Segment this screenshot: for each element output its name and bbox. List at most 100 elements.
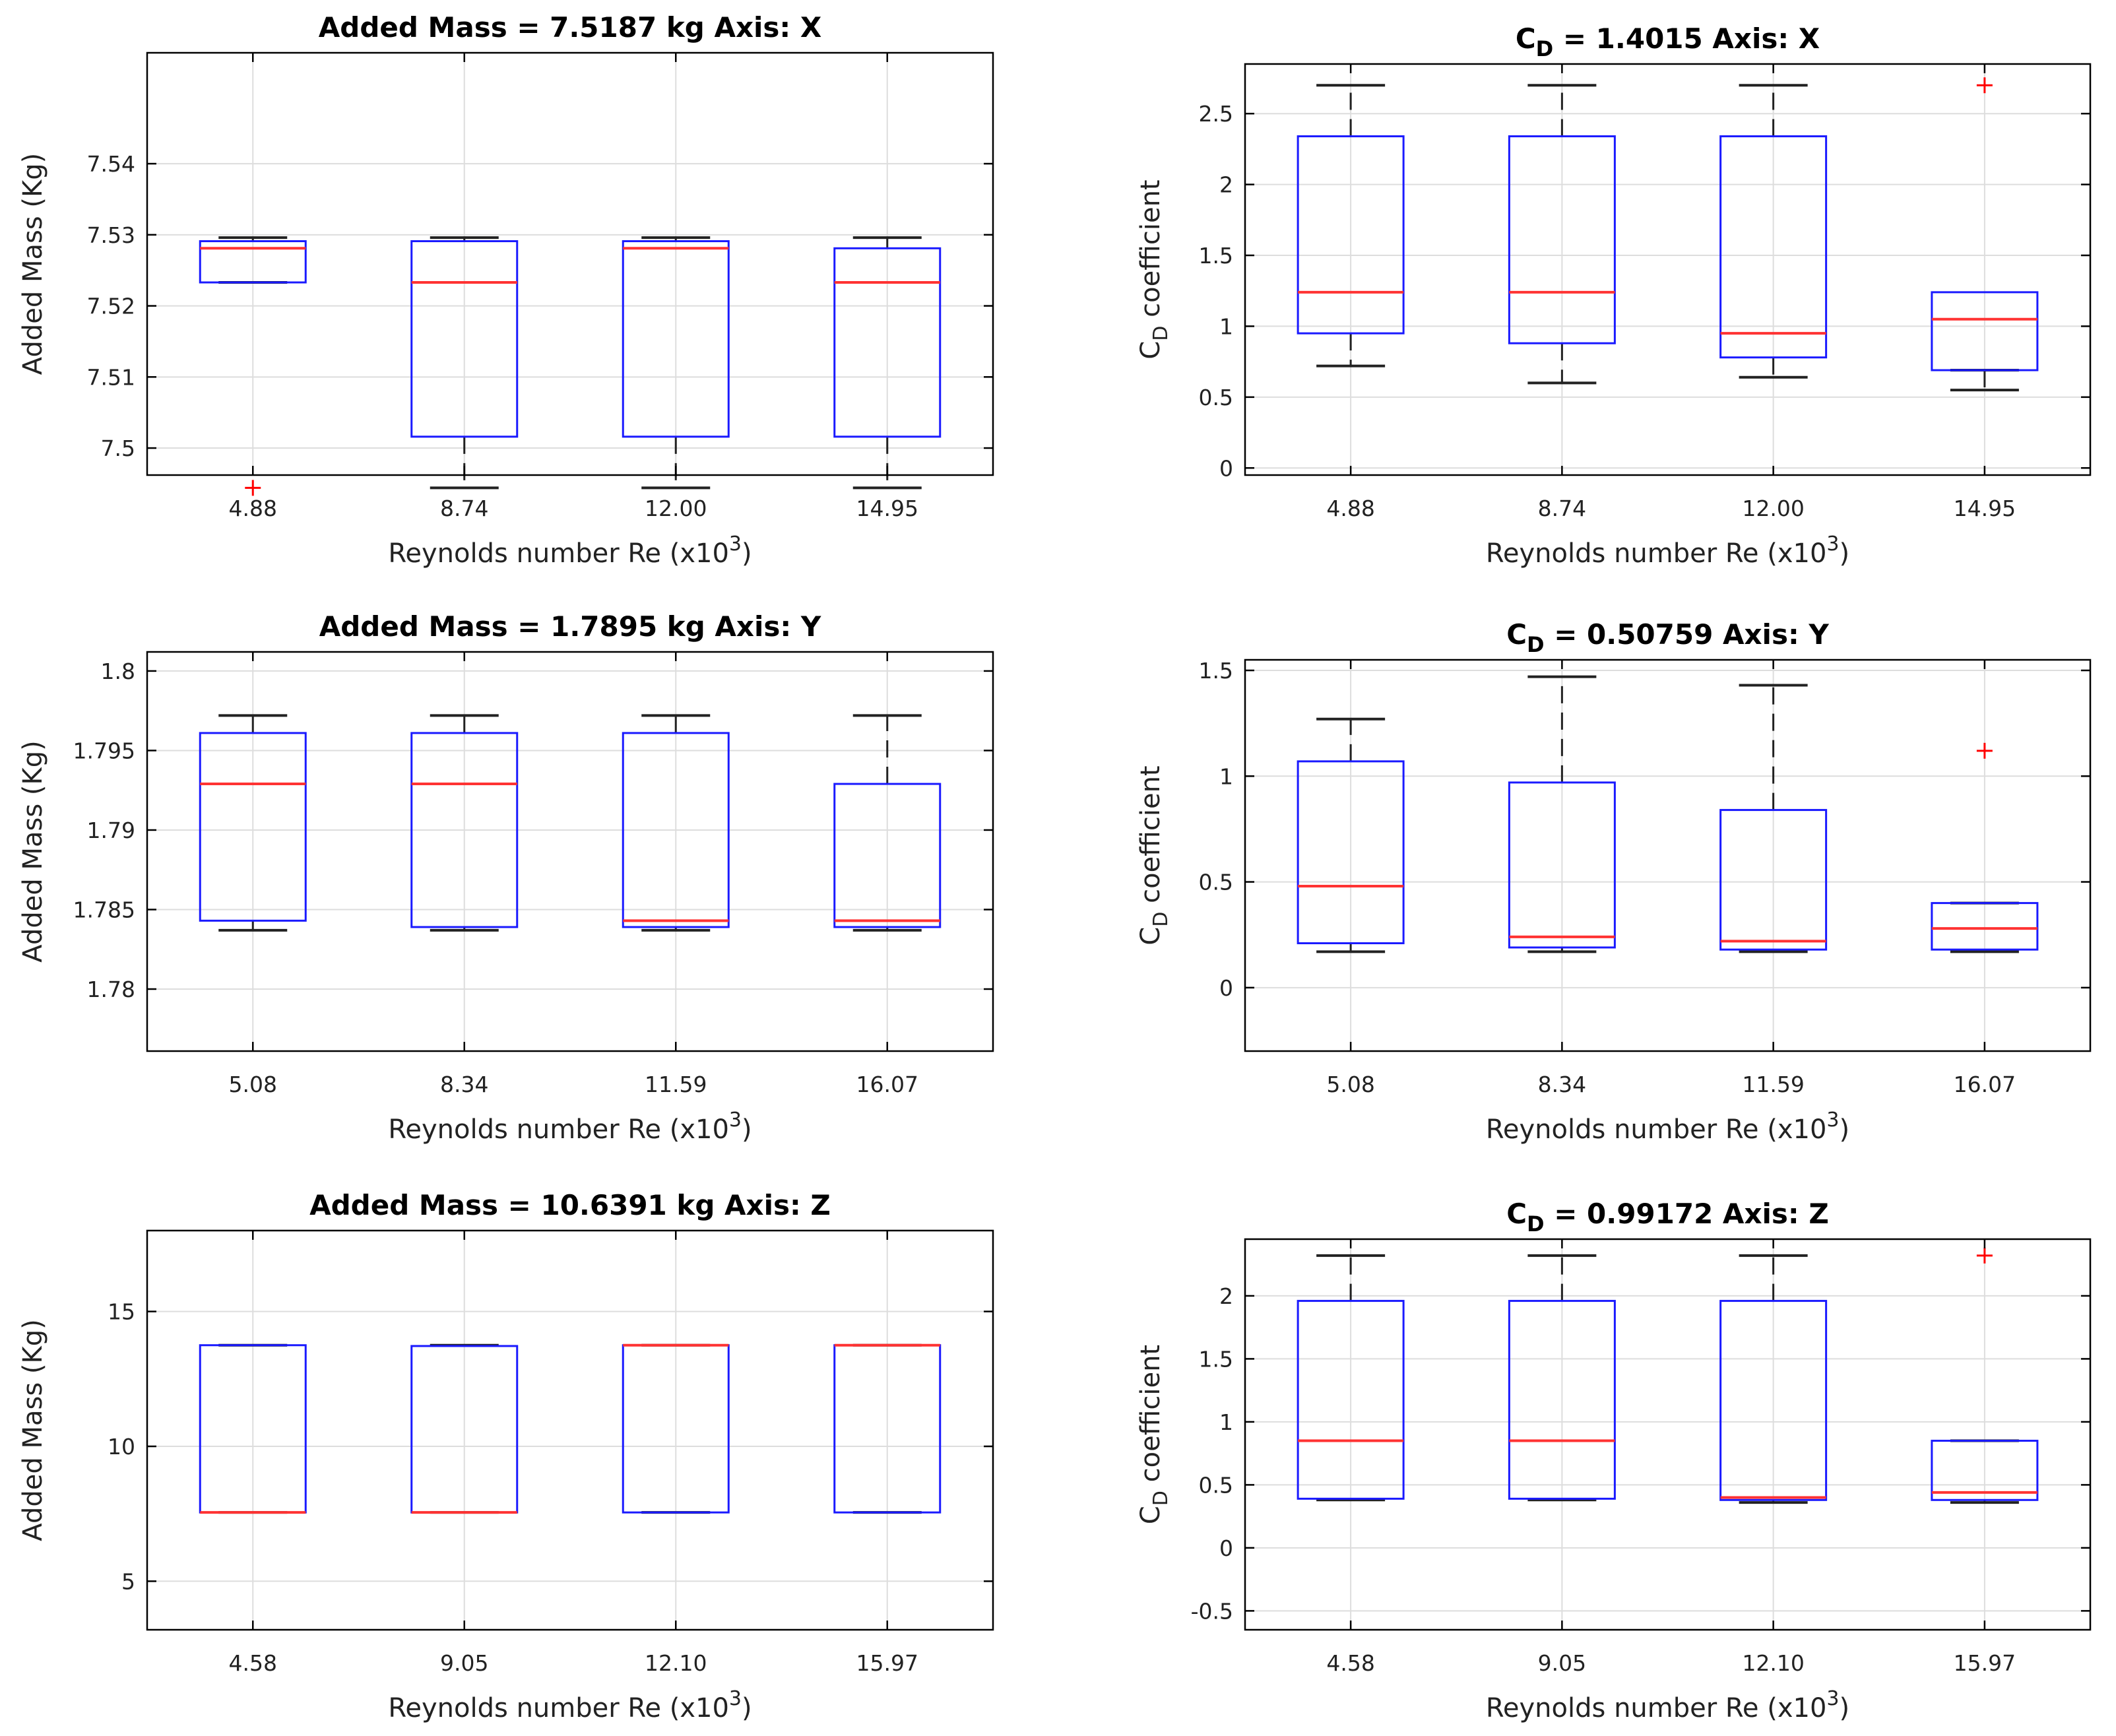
y-axis-label-subscript: D bbox=[1149, 326, 1172, 341]
box-iqr bbox=[833, 247, 942, 438]
chart-title-symbol: C bbox=[1506, 1198, 1527, 1230]
y-tick-label: 7.53 bbox=[87, 222, 135, 248]
box-iqr bbox=[1508, 1300, 1616, 1500]
y-tick-label: 7.54 bbox=[87, 151, 135, 177]
box-iqr bbox=[1297, 760, 1405, 945]
x-axis-label: Reynolds number Re (x103) bbox=[388, 1687, 752, 1723]
y-tick-label: -0.5 bbox=[1191, 1598, 1233, 1624]
box-iqr bbox=[833, 783, 942, 928]
plot-area bbox=[1245, 64, 2090, 475]
y-tick-label: 1.5 bbox=[1199, 243, 1233, 269]
box-iqr bbox=[1297, 135, 1405, 335]
subplot-2: 0 0.5 1 1.5 2 2.5 4.88 8.74 12.00 14.95 Reynolds n… bbox=[1136, 22, 2092, 569]
x-tick-label: 11.59 bbox=[645, 1072, 707, 1097]
y-tick-label: 7.52 bbox=[87, 294, 135, 319]
outlier-marker bbox=[1976, 742, 1993, 759]
x-axis-label: Reynolds number Re (x103) bbox=[388, 532, 752, 569]
x-axis-label-close: ) bbox=[1839, 1114, 1849, 1145]
x-axis-label-exponent: 3 bbox=[729, 1109, 742, 1132]
x-axis-label-close: ) bbox=[742, 1693, 752, 1723]
y-tick-label: 0.5 bbox=[1199, 385, 1233, 410]
box-iqr bbox=[622, 240, 730, 438]
y-axis-label: Added Mass (Kg) bbox=[18, 1319, 48, 1541]
box-group bbox=[410, 1343, 519, 1514]
box-iqr bbox=[1719, 1300, 1828, 1501]
y-tick-label: 1.79 bbox=[87, 818, 135, 843]
box-group bbox=[199, 714, 307, 932]
y-tick-label: 2 bbox=[1219, 1283, 1233, 1309]
box-group bbox=[1719, 684, 1828, 953]
box-group bbox=[1719, 1254, 1828, 1504]
axes-frame bbox=[146, 51, 994, 476]
x-tick-label: 14.95 bbox=[856, 496, 918, 521]
x-axis-label-close: ) bbox=[1839, 1693, 1849, 1723]
box-group bbox=[833, 236, 942, 490]
y-axis-label-symbol: C bbox=[1136, 927, 1166, 946]
x-tick-label: 8.34 bbox=[440, 1072, 488, 1097]
box-group bbox=[833, 714, 942, 932]
y-tick-label: 2.5 bbox=[1199, 101, 1233, 127]
chart-title: CD = 0.50759 Axis: Y bbox=[1506, 618, 1829, 657]
box-group bbox=[1931, 77, 2039, 392]
chart-title: Added Mass = 10.6391 kg Axis: Z bbox=[309, 1189, 831, 1221]
box-iqr bbox=[622, 732, 730, 928]
y-axis-label-subscript: D bbox=[1149, 1491, 1172, 1506]
y-axis-label-text: coefficient bbox=[1136, 765, 1166, 911]
y-axis-label: Added Mass (Kg) bbox=[18, 740, 48, 962]
box-group bbox=[1719, 84, 1828, 379]
y-tick-label: 1.795 bbox=[73, 738, 135, 763]
x-axis-label: Reynolds number Re (x103) bbox=[388, 1109, 752, 1145]
axes-frame bbox=[1244, 659, 2092, 1052]
y-tick-label: 1.78 bbox=[87, 977, 135, 1002]
chart-title-symbol: C bbox=[1506, 618, 1527, 651]
chart-title-symbol: C bbox=[1516, 22, 1536, 55]
chart-title-text: = 0.50759 Axis: Y bbox=[1545, 618, 1830, 651]
x-tick-label: 12.10 bbox=[1742, 1650, 1804, 1676]
chart-title-subscript: D bbox=[1527, 632, 1545, 657]
x-axis-label-exponent: 3 bbox=[1826, 1109, 1839, 1132]
x-tick-label: 9.05 bbox=[440, 1650, 488, 1676]
box-iqr bbox=[410, 240, 519, 438]
x-tick-label: 12.00 bbox=[645, 496, 707, 521]
y-axis-label: CD coefficient bbox=[1136, 1345, 1172, 1524]
box-group bbox=[1297, 84, 1405, 368]
y-tick-label: 1.5 bbox=[1199, 1346, 1233, 1372]
x-axis-label-text: Reynolds number Re (x10 bbox=[1486, 538, 1826, 569]
y-axis-label-symbol: C bbox=[1136, 341, 1166, 360]
subplot-3: 1.78 1.785 1.79 1.795 1.8 5.08 8.34 11.59 16.07 R… bbox=[18, 610, 994, 1145]
y-tick-label: 1.785 bbox=[73, 897, 135, 922]
x-axis-label-exponent: 3 bbox=[729, 532, 742, 556]
chart-title: CD = 0.99172 Axis: Z bbox=[1506, 1198, 1829, 1237]
outlier-marker bbox=[245, 480, 261, 496]
box-group bbox=[199, 236, 307, 496]
y-tick-label: 0 bbox=[1219, 1535, 1233, 1561]
x-axis-label-exponent: 3 bbox=[1826, 1687, 1839, 1710]
box-group bbox=[1931, 1247, 2039, 1504]
box-iqr bbox=[1297, 1300, 1405, 1500]
box-iqr bbox=[1719, 809, 1828, 951]
y-axis-label: CD coefficient bbox=[1136, 765, 1172, 945]
box-iqr bbox=[1508, 781, 1616, 949]
box-group bbox=[1297, 717, 1405, 953]
x-axis-label-exponent: 3 bbox=[729, 1687, 742, 1710]
x-tick-label: 4.88 bbox=[1326, 496, 1374, 521]
x-tick-label: 15.97 bbox=[856, 1650, 918, 1676]
x-tick-label: 4.58 bbox=[229, 1650, 277, 1676]
box-group bbox=[1508, 84, 1616, 385]
y-tick-label: 7.51 bbox=[87, 364, 135, 390]
box-group bbox=[1508, 1254, 1616, 1502]
x-axis-label-text: Reynolds number Re (x10 bbox=[388, 538, 728, 569]
x-axis-label: Reynolds number Re (x103) bbox=[1486, 1109, 1849, 1145]
box-iqr bbox=[199, 240, 307, 284]
x-tick-label: 11.59 bbox=[1742, 1072, 1804, 1097]
y-axis-label: CD coefficient bbox=[1136, 179, 1172, 359]
box-iqr bbox=[1508, 135, 1616, 344]
y-axis-label-text: coefficient bbox=[1136, 1345, 1166, 1491]
axes-frame bbox=[146, 651, 994, 1052]
y-tick-label: 7.5 bbox=[101, 435, 135, 461]
y-tick-label: 0.5 bbox=[1199, 1472, 1233, 1498]
y-axis-label-text: coefficient bbox=[1136, 179, 1166, 325]
x-axis-label-close: ) bbox=[1839, 538, 1849, 569]
y-tick-label: 10 bbox=[108, 1434, 135, 1460]
subplot-4: 0 0.5 1 1.5 5.08 8.34 11.59 16.07 Reynolds numbe… bbox=[1136, 618, 2092, 1145]
